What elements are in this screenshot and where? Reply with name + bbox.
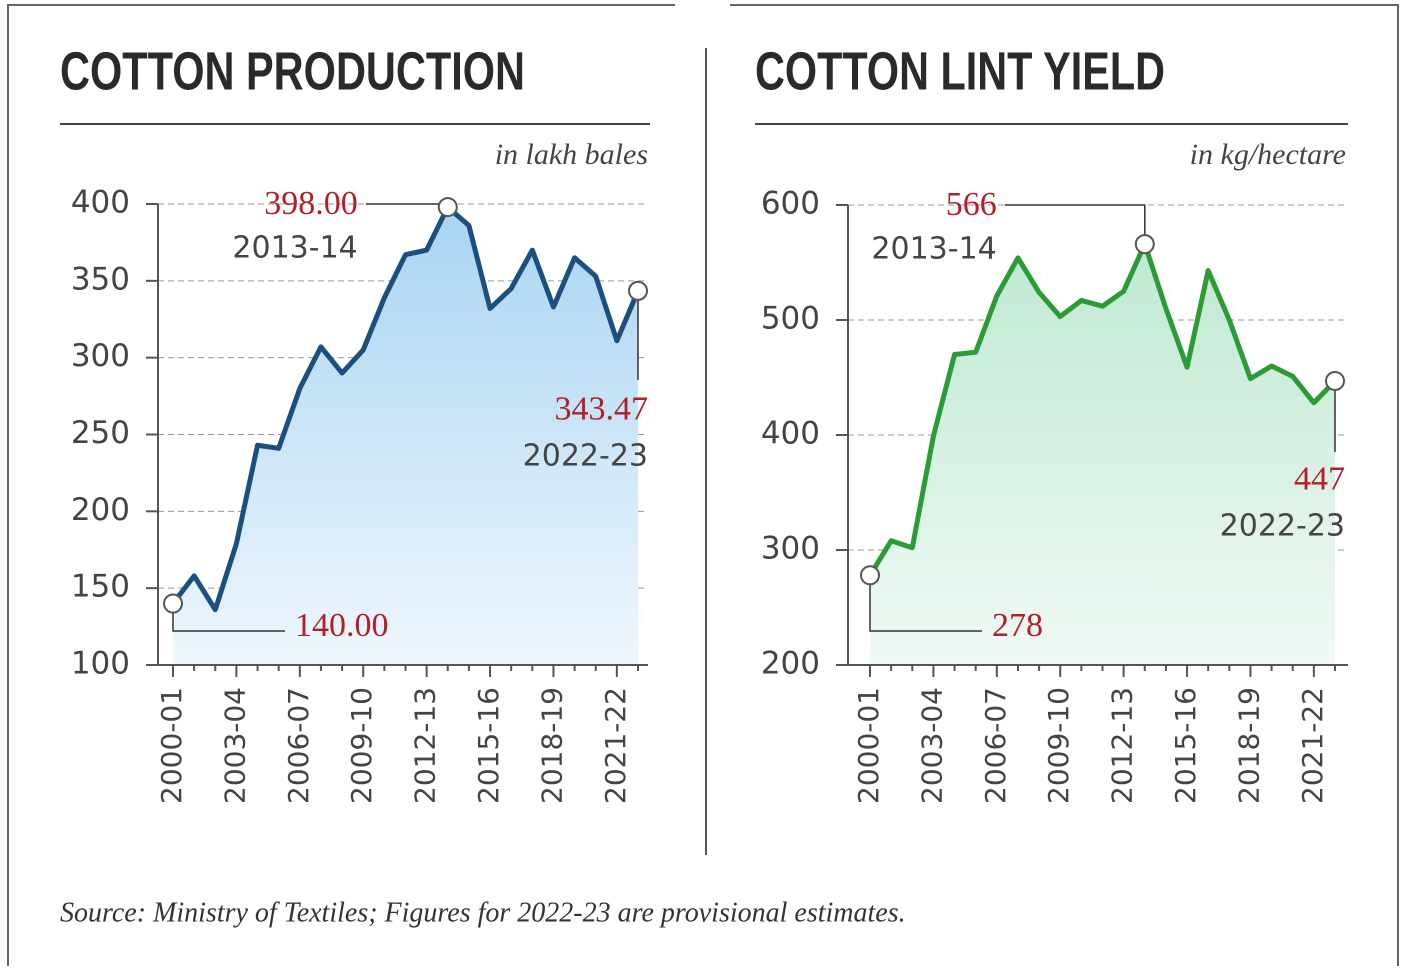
period-label: 2022-23 <box>523 438 648 473</box>
x-tick-label: 2006-07 <box>979 687 1012 804</box>
line <box>867 241 1337 577</box>
y-tick-label: 200 <box>761 646 820 682</box>
x-tick-label: 2012-13 <box>409 687 442 804</box>
point-marker <box>437 197 458 218</box>
leader <box>869 575 982 632</box>
period-label: 2013-14 <box>871 232 996 267</box>
point-marker <box>1134 234 1155 255</box>
x-tick-label: 2018-19 <box>1232 687 1265 804</box>
y-tick-label: 350 <box>71 261 130 297</box>
period-label: 2022-23 <box>1220 508 1345 543</box>
point-marker <box>860 565 880 586</box>
x-tick-label: 2000-01 <box>155 687 188 804</box>
x-tick-label: 2012-13 <box>1106 687 1139 804</box>
area <box>870 244 1335 665</box>
footnote: Source: Ministry of Textiles; Figures fo… <box>60 897 906 928</box>
y-tick-label: 400 <box>761 416 820 452</box>
chart-title: COTTON PRODUCTION <box>60 41 525 101</box>
x-tick-label: 2009-10 <box>345 687 378 804</box>
chart-title: COTTON LINT YIELD <box>755 41 1165 101</box>
x-tick-label: 2003-04 <box>218 687 251 804</box>
y-tick-label: 200 <box>71 492 130 528</box>
leader <box>365 203 449 208</box>
line <box>171 204 641 613</box>
value-label: 398.00 <box>264 185 358 222</box>
point-marker <box>628 280 648 301</box>
x-tick-label: 2021-22 <box>599 687 632 804</box>
point-marker <box>1325 370 1345 391</box>
x-tick-label: 2015-16 <box>472 687 505 804</box>
period-label: 2013-14 <box>232 231 357 266</box>
y-tick-label: 500 <box>761 301 820 337</box>
x-tick-label: 2006-07 <box>282 687 315 804</box>
point-marker <box>163 593 183 614</box>
y-tick-label: 300 <box>761 531 820 567</box>
x-tick-label: 2021-22 <box>1296 687 1329 804</box>
value-label: 566 <box>946 186 997 223</box>
unit-label: in kg/hectare <box>1190 138 1346 171</box>
x-tick-label: 2000-01 <box>852 687 885 804</box>
x-tick-label: 2009-10 <box>1042 687 1075 804</box>
x-tick-label: 2018-19 <box>535 687 568 804</box>
area <box>173 207 638 665</box>
leader <box>1004 204 1146 245</box>
value-label: 140.00 <box>295 607 389 644</box>
y-tick-label: 400 <box>71 185 130 221</box>
y-tick-label: 300 <box>71 338 130 374</box>
value-label: 343.47 <box>555 391 649 428</box>
y-tick-label: 100 <box>71 646 130 682</box>
frame <box>7 4 1399 966</box>
x-tick-label: 2003-04 <box>915 687 948 804</box>
value-label: 447 <box>1294 461 1345 498</box>
y-tick-label: 150 <box>71 569 130 605</box>
y-tick-label: 600 <box>761 186 820 222</box>
value-label: 278 <box>992 607 1043 644</box>
y-tick-label: 250 <box>71 415 130 451</box>
x-tick-label: 2015-16 <box>1169 687 1202 804</box>
unit-label: in lakh bales <box>495 138 648 171</box>
